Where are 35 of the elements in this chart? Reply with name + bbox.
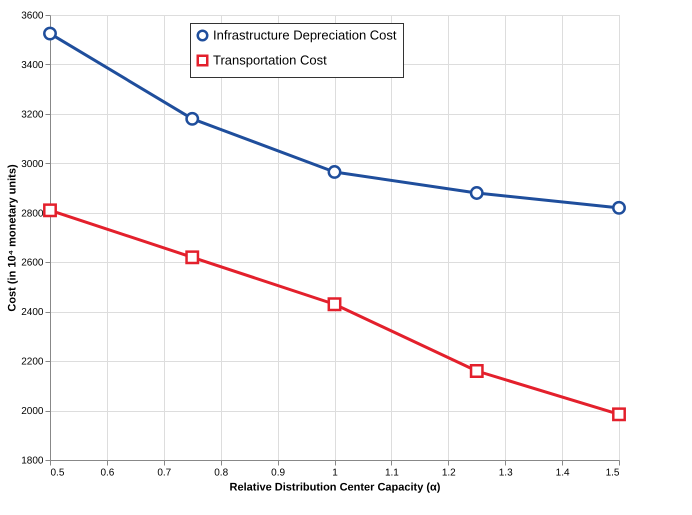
x-tick-label: 1: [332, 468, 338, 478]
y-axis-title: Cost (in 10⁴ monetary units): [6, 164, 18, 312]
point: [612, 407, 626, 422]
x-tick-label: 0.8: [214, 468, 229, 478]
x-tick-label: 1.4: [556, 468, 570, 478]
point: [43, 26, 57, 40]
y-tick-label: 3000: [21, 158, 44, 170]
y-tick-label: 3400: [21, 60, 44, 71]
y-tick-label: 2000: [21, 406, 44, 418]
x-tick-label: 1.3: [498, 468, 514, 478]
x-tick-label: 0.9: [271, 468, 286, 478]
x-tick-label: 1.2: [442, 468, 456, 478]
point: [185, 112, 200, 126]
point: [612, 200, 626, 215]
y-tick-label: 2600: [21, 258, 44, 269]
legend-label: Infrastructure Depreciation Cost: [213, 28, 397, 42]
point: [328, 165, 342, 179]
x-tick-label: 0.6: [100, 468, 115, 478]
legend-label: Transportation Cost: [213, 52, 328, 68]
point: [470, 186, 484, 200]
y-tick-label: 3200: [21, 109, 44, 120]
y-tick-label: 3600: [21, 10, 44, 22]
x-tick-label: 0.7: [157, 468, 172, 478]
x-tick-label: 1.5: [606, 468, 620, 478]
point: [43, 203, 57, 218]
y-tick-label: 1800: [21, 456, 44, 466]
y-tick-label: 2400: [21, 307, 44, 318]
x-tick-label: 1.1: [384, 468, 400, 478]
y-tick-label: 2200: [21, 356, 44, 368]
point: [470, 364, 484, 378]
x-tick-label: 0.5: [50, 468, 65, 478]
point: [185, 250, 200, 264]
y-tick-label: 2800: [21, 208, 44, 220]
x-axis-title: Relative Distribution Center Capacity (α): [230, 482, 441, 494]
point: [328, 297, 342, 312]
